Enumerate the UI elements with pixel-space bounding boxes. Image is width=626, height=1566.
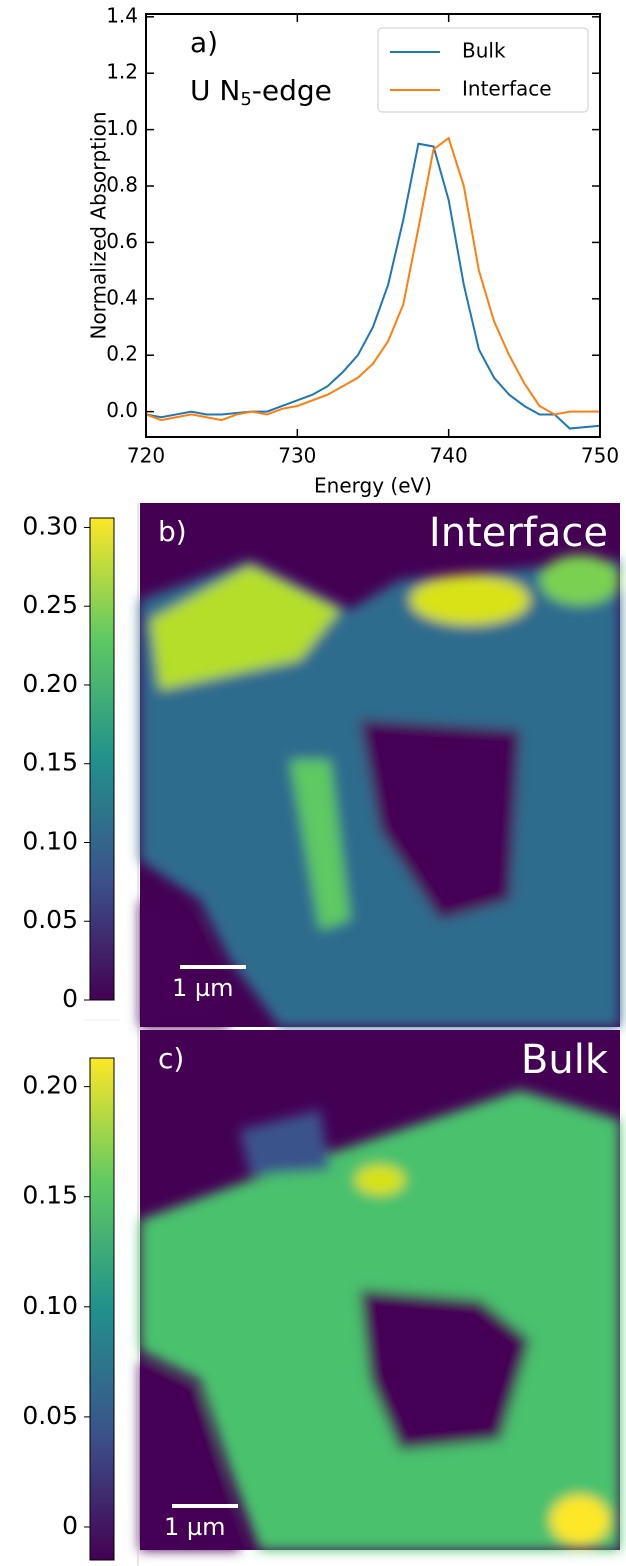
y-tick-label: 0.0 <box>106 398 138 422</box>
data-line <box>145 142 601 430</box>
legend-label: Interface <box>462 77 552 101</box>
panel-label: a) <box>190 26 218 59</box>
x-tick-label: 750 <box>581 444 619 468</box>
colorbar-tick-label: 0.05 <box>22 1401 78 1430</box>
x-axis-label: Energy (eV) <box>314 474 432 498</box>
colorbar <box>89 1057 115 1561</box>
colorbar-tick-label: 0.05 <box>22 905 78 934</box>
legend-label: Bulk <box>462 39 506 63</box>
colorbar-tick-label: 0.20 <box>22 669 78 698</box>
panel-title: Interface <box>429 510 608 556</box>
colorbar-tick-label: 0 <box>62 1511 78 1540</box>
data-line <box>145 136 600 422</box>
annotation-rest: -edge <box>252 74 332 107</box>
colorbar-tick-label: 0.30 <box>22 511 78 540</box>
panel-label: c) <box>158 1042 184 1075</box>
annotation-main: U N <box>190 74 240 107</box>
colorbar-tick-label: 0.15 <box>22 748 78 777</box>
edge-annotation: U N5-edge <box>190 74 332 110</box>
annotation-sub: 5 <box>240 89 251 110</box>
colorbar-tick-label: 0.25 <box>22 590 78 619</box>
plot-frame <box>145 13 601 438</box>
colorbar-tick-label: 0 <box>62 984 78 1013</box>
y-tick-label: 1.4 <box>106 3 138 27</box>
panel-label: b) <box>158 515 187 548</box>
y-axis-label: Normalized Absorption <box>87 111 111 339</box>
y-tick-label: 0.4 <box>106 285 138 309</box>
map-image-b <box>140 503 620 1027</box>
scalebar-label: 1 µm <box>172 974 234 1002</box>
x-tick-label: 740 <box>430 444 468 468</box>
y-tick-label: 1.0 <box>106 116 138 140</box>
scalebar-label: 1 µm <box>164 1513 226 1541</box>
map-image-c <box>140 1030 620 1550</box>
panel-title: Bulk <box>521 1037 609 1083</box>
colorbar-tick-label: 0.10 <box>22 1291 78 1320</box>
colorbar-tick-label: 0.10 <box>22 826 78 855</box>
y-tick-label: 1.2 <box>106 60 138 84</box>
y-tick-label: 0.6 <box>106 229 138 253</box>
x-tick-label: 720 <box>127 444 165 468</box>
colorbar-tick-label: 0.20 <box>22 1071 78 1100</box>
colorbar <box>89 517 115 1001</box>
colorbar-tick-label: 0.15 <box>22 1181 78 1210</box>
y-tick-label: 0.2 <box>106 342 138 366</box>
y-tick-label: 0.8 <box>106 173 138 197</box>
x-tick-label: 730 <box>278 444 316 468</box>
